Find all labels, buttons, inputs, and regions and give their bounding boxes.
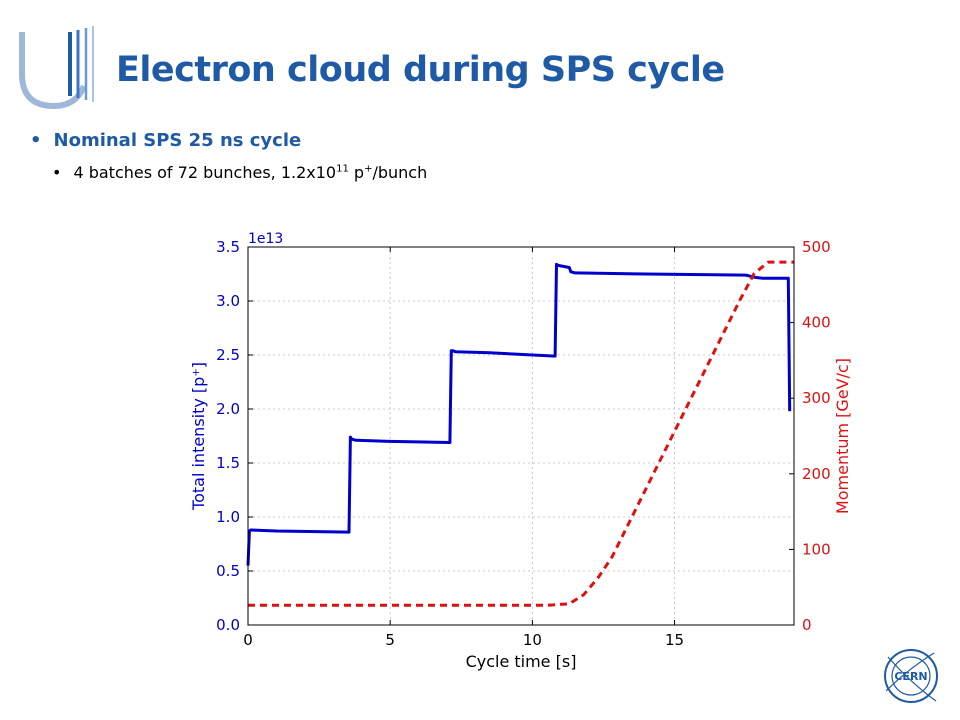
- bullet-text-c: /bunch: [372, 163, 428, 182]
- bullet-dot: •: [30, 130, 42, 151]
- cern-logo-text: CERN: [894, 670, 927, 683]
- series-layer: [246, 260, 794, 607]
- bullet-text: Nominal SPS 25 ns cycle: [53, 130, 302, 151]
- cern-logo: CERN: [884, 649, 938, 703]
- ylabel-left-main: Total intensity [p: [189, 377, 208, 511]
- y-left-tick-label: 0.0: [216, 616, 240, 634]
- ylabel-left-end: ]: [189, 362, 208, 368]
- x-tick-label: 0: [243, 631, 253, 649]
- bullet-text-a: 4 batches of 72 bunches, 1.2x10: [73, 163, 337, 182]
- y-right-tick-label: 200: [802, 465, 831, 483]
- y-left-tick-label: 1.5: [216, 454, 240, 472]
- bullet-text-b: p: [348, 163, 365, 182]
- bullet-batches: • 4 batches of 72 bunches, 1.2x1011 p+/bu…: [52, 163, 427, 182]
- x-tick-label: 15: [665, 631, 684, 649]
- ylabel-left-sup: +: [191, 368, 202, 376]
- y-right-tick-label: 100: [802, 540, 831, 558]
- y-left-tick-label: 3.0: [216, 292, 240, 310]
- y-axis-label-left: Total intensity [p+]: [189, 362, 208, 511]
- momentum-series-line: [248, 260, 794, 607]
- grid: [247, 246, 794, 626]
- y-left-tick-label: 3.5: [216, 238, 240, 256]
- y-right-tick-label: 300: [802, 389, 831, 407]
- y-axis-label-right: Momentum [GeV/c]: [833, 358, 852, 514]
- bullet-superscript: +: [364, 163, 373, 175]
- intensity-series-line: [246, 262, 792, 566]
- plot-frame: [247, 246, 795, 626]
- x-tick-label: 10: [523, 631, 542, 649]
- bullet-exponent: 11: [336, 163, 349, 175]
- y-left-tick-label: 2.5: [216, 346, 240, 364]
- slide-title: Electron cloud during SPS cycle: [116, 50, 725, 90]
- y-right-tick-label: 500: [802, 238, 831, 256]
- institute-logo: [19, 26, 94, 110]
- intensity-momentum-chart: 0 5 10 15 0.0 0.5 1.0 1.5 2.0 2.5 3.0 3.5 0 100 200 300…: [189, 231, 852, 671]
- x-tick-label: 5: [385, 631, 395, 649]
- y-left-tick-label: 2.0: [216, 400, 240, 418]
- y-right-tick-label: 400: [802, 314, 831, 332]
- x-axis-label: Cycle time [s]: [466, 652, 577, 671]
- ticks: 0 5 10 15 0.0 0.5 1.0 1.5 2.0 2.5 3.0 3.5 0 100 200 300…: [216, 238, 831, 649]
- bullet-nominal-cycle: • Nominal SPS 25 ns cycle: [30, 130, 301, 151]
- y-right-tick-label: 0: [802, 616, 812, 634]
- bullet-dot: •: [52, 163, 62, 182]
- left-axis-multiplier: 1e13: [248, 231, 283, 247]
- y-left-tick-label: 0.5: [216, 562, 240, 580]
- y-left-tick-label: 1.0: [216, 508, 240, 526]
